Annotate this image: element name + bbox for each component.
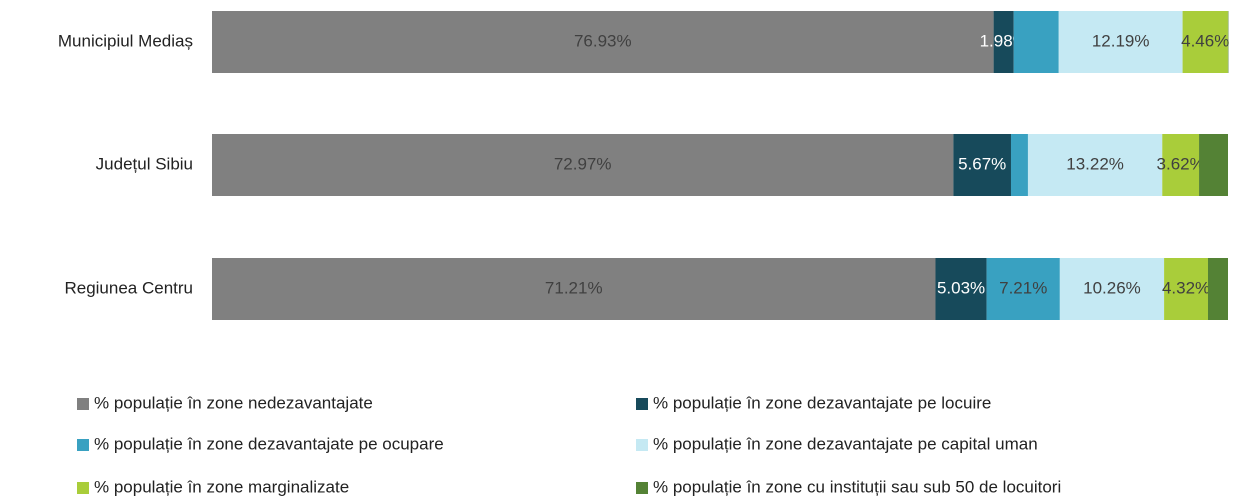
legend-label: % populație în zone marginalizate <box>94 477 349 496</box>
bar-segment <box>212 258 936 320</box>
category-label: Regiunea Centru <box>64 278 193 297</box>
value-label: 76.93% <box>574 31 632 50</box>
value-label: 4.32% <box>1162 278 1210 297</box>
bar-segment <box>986 258 1060 320</box>
bar-segment <box>1013 11 1059 73</box>
category-label: Județul Sibiu <box>96 154 193 173</box>
bar-segment <box>1207 258 1228 320</box>
bar-segment <box>1058 11 1183 73</box>
legend-label: % populație în zone nedezavantajate <box>94 393 373 412</box>
value-label: 12.19% <box>1092 31 1150 50</box>
value-label: 5.03% <box>937 278 985 297</box>
legend-label: % populație în zone dezavantajate pe cap… <box>653 434 1038 453</box>
bar-segment <box>212 11 994 73</box>
value-label: 71.21% <box>545 278 603 297</box>
bar-segment <box>212 134 954 196</box>
legend-label: % populație în zone dezavantajate pe ocu… <box>94 434 444 453</box>
bar-segment <box>1227 11 1229 73</box>
legend-swatch <box>77 439 89 451</box>
legend-swatch <box>636 398 648 410</box>
bar-segment <box>1027 134 1163 196</box>
value-label: 5.67% <box>958 154 1006 173</box>
legend-label: % populație în zone cu instituții sau su… <box>653 477 1061 496</box>
bar-segment <box>1162 134 1200 196</box>
legend-swatch <box>77 482 89 494</box>
bar-segment <box>993 11 1014 73</box>
bar-segment <box>1182 11 1228 73</box>
bar-segment <box>1059 258 1165 320</box>
value-label: 3.62% <box>1157 154 1205 173</box>
value-label: 72.97% <box>554 154 612 173</box>
bar-segment <box>1010 134 1028 196</box>
legend-label: % populație în zone dezavantajate pe loc… <box>653 393 991 412</box>
value-label: 7.21% <box>999 278 1047 297</box>
value-label: 13.22% <box>1066 154 1124 173</box>
value-label: 4.46% <box>1181 31 1229 50</box>
bar-segment <box>935 258 987 320</box>
value-label: 10.26% <box>1083 278 1141 297</box>
legend-swatch <box>636 482 648 494</box>
category-label: Municipiul Mediaș <box>58 31 193 50</box>
bar-segment <box>1164 258 1208 320</box>
legend-swatch <box>77 398 89 410</box>
bar-segment <box>1199 134 1228 196</box>
legend-swatch <box>636 439 648 451</box>
bar-segment <box>953 134 1011 196</box>
